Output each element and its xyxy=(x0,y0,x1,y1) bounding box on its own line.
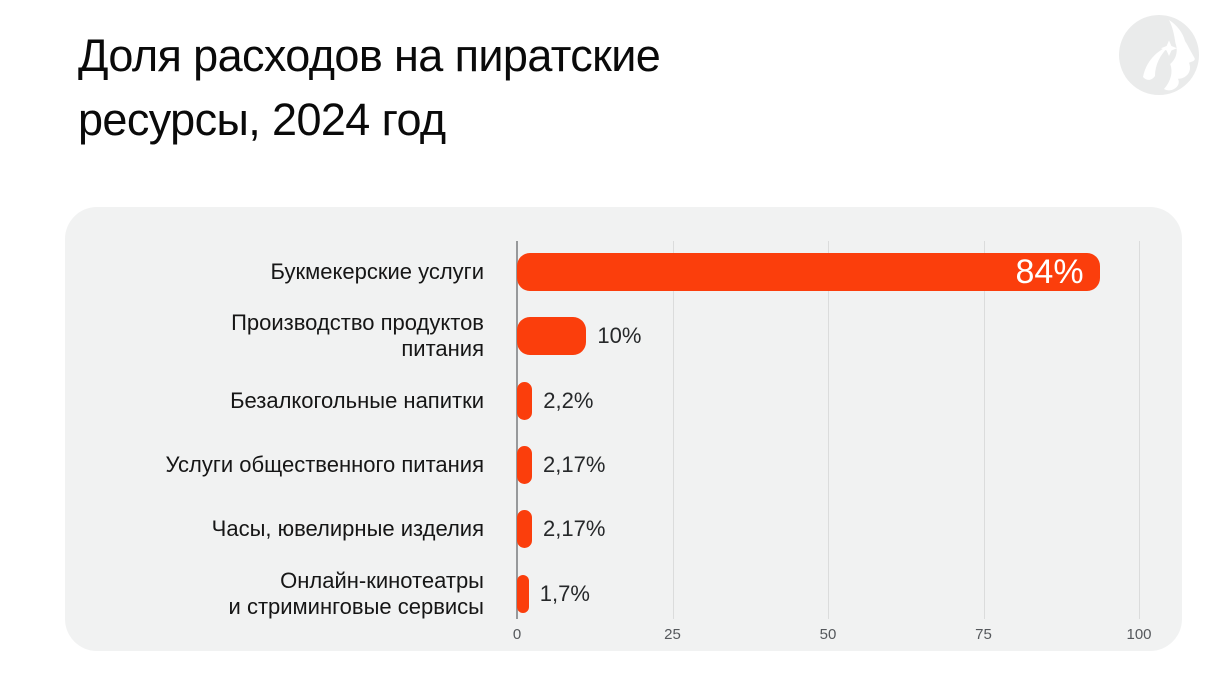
bar: 84% xyxy=(517,252,1100,292)
page-title: Доля расходов на пиратские ресурсы, 2024… xyxy=(78,24,661,152)
value-label: 1,7% xyxy=(539,580,590,606)
category-label: Безалкогольные напитки xyxy=(65,388,484,414)
page-title-line2: ресурсы, 2024 год xyxy=(78,94,446,145)
page-title-line1: Доля расходов на пиратские xyxy=(78,30,661,81)
brand-logo xyxy=(1119,15,1199,95)
x-axis-tick-label: 25 xyxy=(664,626,681,643)
value-label: 2,2% xyxy=(543,387,594,413)
head-profile-star-icon xyxy=(1119,15,1199,95)
category-label-line: Онлайн-кинотеатры xyxy=(280,567,484,593)
category-label-line: Часы, ювелирные изделия xyxy=(211,516,484,542)
x-axis-tick-label: 75 xyxy=(975,626,992,643)
gridline xyxy=(672,241,674,619)
category-label-line: и стриминговые сервисы xyxy=(228,593,484,619)
chart-row: Букмекерские услуги 84% xyxy=(65,240,1182,304)
category-label: Услуги общественного питания xyxy=(65,452,484,478)
category-label: Букмекерские услуги xyxy=(65,259,484,285)
category-label-line: Букмекерские услуги xyxy=(270,259,484,285)
bar xyxy=(517,510,533,549)
chart-row: Производство продуктов питания 10% xyxy=(65,304,1182,368)
category-label: Часы, ювелирные изделия xyxy=(65,516,484,542)
value-label-inside: 84% xyxy=(1015,252,1084,291)
value-label: 2,17% xyxy=(543,452,606,478)
bar-track: 10% xyxy=(517,317,642,356)
bar xyxy=(517,574,529,613)
axis-zero-line xyxy=(516,241,518,619)
category-label-line: Услуги общественного питания xyxy=(165,452,484,478)
category-label: Онлайн-кинотеатры и стриминговые сервисы xyxy=(65,568,484,620)
chart-row: Онлайн-кинотеатры и стриминговые сервисы 1… xyxy=(65,561,1182,625)
x-axis-tick-label: 0 xyxy=(512,626,522,643)
category-label: Производство продуктов питания xyxy=(65,310,484,362)
bar xyxy=(517,381,533,420)
x-axis-tick-label: 100 xyxy=(1126,626,1152,643)
chart-rows: Букмекерские услуги 84% Производство проду… xyxy=(65,240,1182,626)
x-axis-tick-labels: 0 25 50 75 100 xyxy=(513,626,1152,648)
bar-track: 1,7% xyxy=(517,574,590,613)
bar-track: 2,17% xyxy=(517,510,606,549)
category-label-line: Безалкогольные напитки xyxy=(230,387,484,413)
value-label: 2,17% xyxy=(543,516,606,542)
x-axis-tick-label: 50 xyxy=(819,626,837,643)
bar xyxy=(517,446,533,485)
gridline xyxy=(828,241,829,619)
chart-row: Часы, ювелирные изделия 2,17% xyxy=(65,497,1182,561)
chart-gridlines xyxy=(516,241,1140,619)
bar-track: 2,2% xyxy=(517,381,594,420)
category-label-line: питания xyxy=(401,336,484,362)
chart-row: Безалкогольные напитки 2,2% xyxy=(65,369,1182,433)
chart-row: Услуги общественного питания 2,17% xyxy=(65,433,1182,497)
bar xyxy=(517,317,587,356)
bar-track: 2,17% xyxy=(517,446,606,485)
chart-card: Букмекерские услуги 84% Производство проду… xyxy=(65,207,1182,651)
bar-track: 84% xyxy=(517,252,1100,292)
gridline xyxy=(983,241,985,619)
gridline xyxy=(1139,241,1140,619)
value-label: 10% xyxy=(597,323,642,349)
category-label-line: Производство продуктов xyxy=(231,310,484,336)
